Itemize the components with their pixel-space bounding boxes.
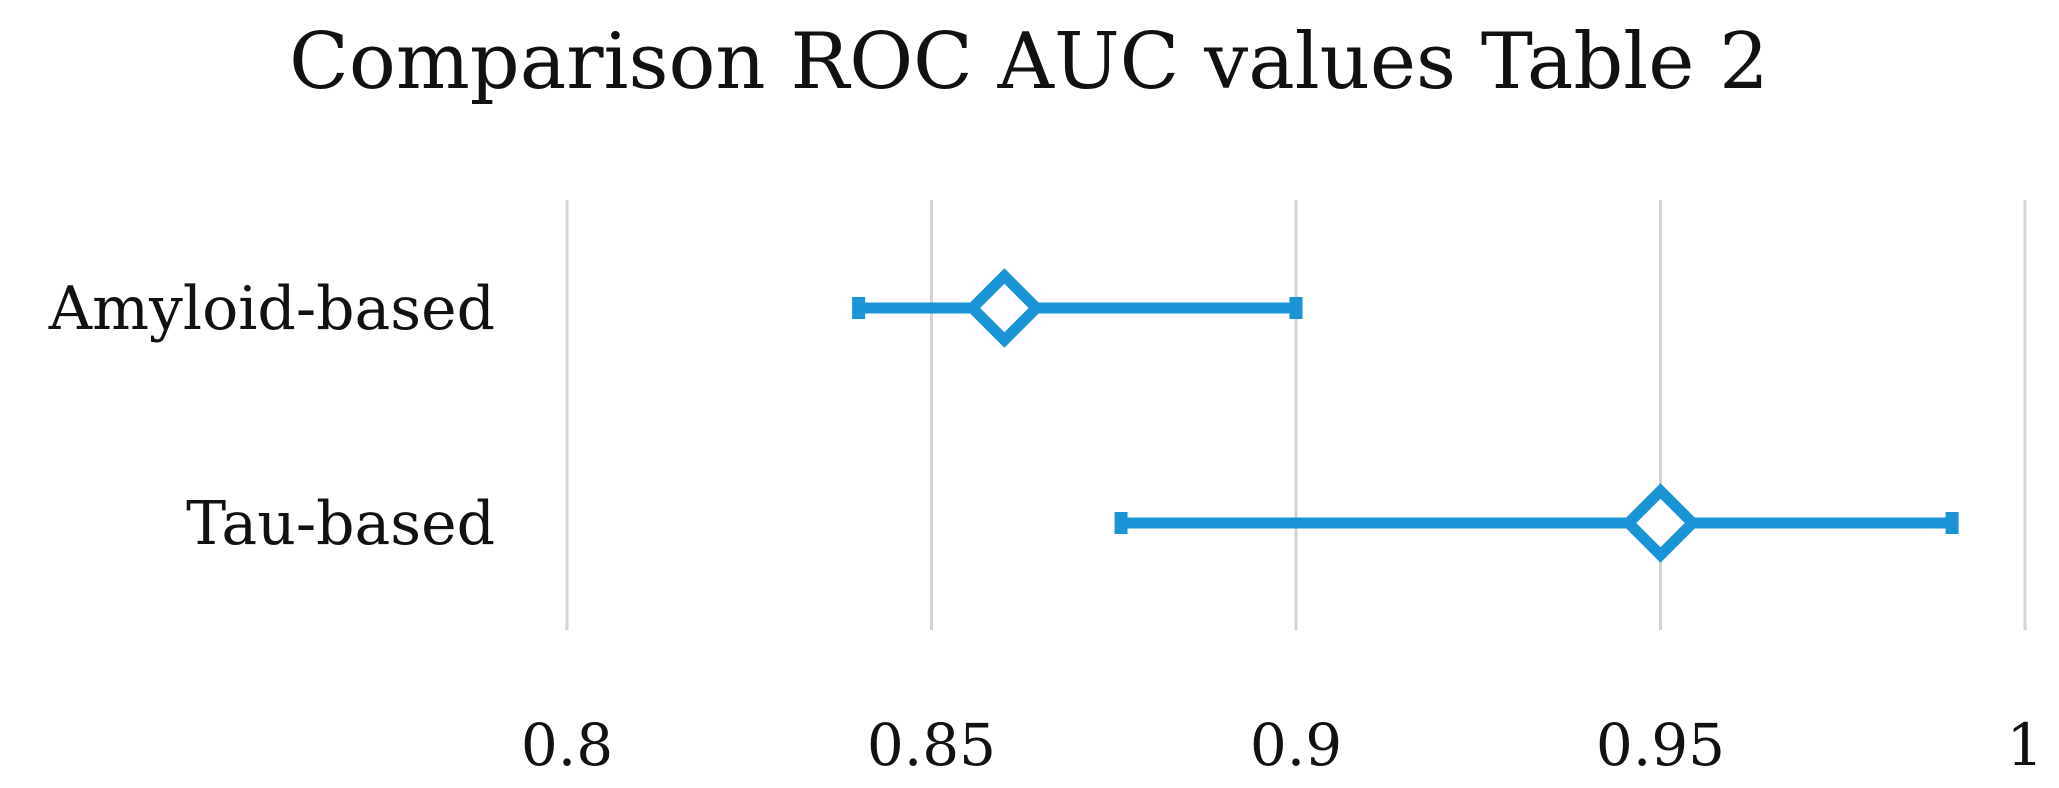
x-tick-label: 0.8 <box>521 711 613 779</box>
category-label: Tau-based <box>186 489 495 559</box>
chart-title: Comparison ROC AUC values Table 2 <box>289 17 1769 107</box>
x-tick-label: 0.85 <box>867 711 996 779</box>
category-labels: Amyloid-based Tau-based <box>48 274 495 559</box>
data-point-diamond <box>964 268 1045 348</box>
x-tick-label: 0.95 <box>1596 711 1725 779</box>
gridlines <box>565 200 2027 630</box>
data-series <box>852 268 1959 563</box>
x-axis-tick-labels: 0.8 0.85 0.9 0.95 1 <box>521 711 2044 779</box>
category-label: Amyloid-based <box>48 274 495 344</box>
x-tick-label: 1 <box>2007 711 2044 779</box>
x-tick-label: 0.9 <box>1250 711 1342 779</box>
data-point-diamond <box>1620 483 1701 563</box>
